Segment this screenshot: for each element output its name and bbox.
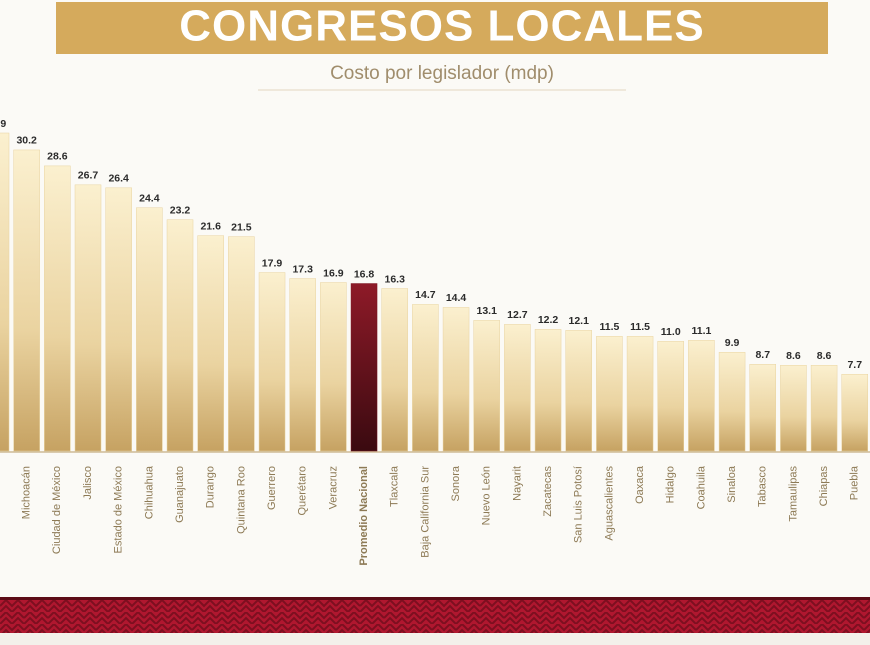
bar: [381, 288, 408, 452]
value-label: 28.6: [47, 151, 68, 163]
decor-edge: [0, 597, 870, 600]
value-label: 12.1: [569, 315, 590, 327]
chart-subtitle: Costo por legislador (mdp): [330, 63, 554, 84]
bar: [657, 341, 684, 452]
x-tick-label: Durango: [205, 466, 217, 508]
value-label: 23.2: [170, 205, 191, 217]
x-tick-label: Ciudad de México: [51, 466, 63, 554]
value-label: 26.4: [108, 173, 129, 185]
value-label: 11.1: [691, 325, 711, 337]
bar: [289, 278, 316, 452]
x-tick-label: Tlaxcala: [389, 465, 401, 507]
value-label: 17.3: [292, 263, 313, 275]
bar: [0, 132, 10, 452]
x-tick-label: Tabasco: [757, 466, 769, 507]
bar: [718, 352, 746, 452]
value-label: 14.7: [415, 289, 436, 301]
x-tick-label: Jalisco: [82, 466, 94, 500]
value-label: 11.0: [661, 326, 681, 338]
x-tick-label: Michoacán: [21, 466, 33, 519]
value-label: 9.9: [725, 337, 740, 349]
bar: [749, 364, 776, 452]
x-tick-label: Sinaloa: [726, 465, 738, 503]
x-tick-label: Estado de México: [113, 466, 125, 553]
bar: [350, 283, 378, 452]
bar: [412, 304, 439, 452]
value-label: 11.5: [630, 321, 650, 333]
bar: [13, 149, 40, 452]
x-tick-label: Veracruz: [327, 466, 339, 509]
x-tick-label: Baja California Sur: [419, 466, 431, 558]
bar: [74, 184, 102, 452]
x-tick-label: Guerrero: [266, 466, 278, 510]
x-tick-label: Oaxaca: [634, 465, 646, 504]
bar: [105, 187, 132, 452]
bar: [534, 329, 562, 452]
value-label: 7.7: [847, 359, 862, 371]
x-tick-label: San Luis Potosí: [573, 466, 585, 543]
chart-title: CONGRESOS LOCALES: [179, 2, 705, 51]
decor-band: [0, 597, 870, 633]
value-label: 8.6: [786, 350, 801, 362]
bar: [136, 207, 163, 452]
x-tick-label: Promedio Nacional: [358, 466, 370, 566]
x-tick-label: Nuevo León: [481, 466, 493, 525]
bar: [688, 340, 715, 452]
title-band: [56, 2, 828, 54]
value-label: 12.7: [507, 309, 528, 321]
value-label: 16.3: [384, 273, 405, 285]
bar: [504, 324, 531, 452]
x-tick-label: Hidalgo: [665, 466, 677, 503]
value-label: 17.9: [262, 257, 283, 269]
x-tick-label: Chihuahua: [143, 465, 155, 519]
x-tick-label: Tamaulipas: [787, 466, 799, 522]
value-label: 21.6: [200, 220, 221, 232]
value-label: 24.4: [139, 193, 160, 205]
value-label: 14.4: [446, 292, 467, 304]
x-tick-label: Quintana Roo: [235, 466, 247, 534]
value-label: 8.6: [817, 350, 832, 362]
value-label: 26.7: [78, 170, 99, 182]
bar: [596, 336, 623, 452]
value-label: 8.7: [755, 349, 770, 361]
x-tick-label: Zacatecas: [542, 466, 554, 517]
x-tick-label: Sonora: [450, 465, 462, 501]
bar: [166, 219, 194, 452]
bar: [841, 373, 869, 452]
x-tick-label: Querétaro: [297, 466, 309, 516]
bar: [228, 236, 255, 452]
value-label: 31.9: [0, 118, 6, 130]
bar: [320, 282, 347, 452]
value-label: 12.2: [538, 314, 559, 326]
bar: [473, 320, 500, 452]
bar: [44, 165, 71, 452]
x-tick-label: Chiapas: [818, 466, 830, 507]
bar: [565, 330, 592, 452]
value-label: 21.5: [231, 221, 252, 233]
value-label: 16.8: [354, 268, 375, 280]
plot: 31.9 30.2 Michoacán 28.6 Ciudad de México 26.…: [0, 118, 869, 566]
x-tick-label: Aguascalientes: [603, 466, 615, 541]
x-tick-label: Nayarit: [511, 466, 523, 501]
bar: [626, 336, 654, 452]
bar: [780, 365, 807, 452]
bar: [197, 235, 224, 452]
bar: [810, 365, 838, 452]
x-tick-label: Coahuila: [695, 465, 707, 509]
x-tick-label: Guanajuato: [174, 466, 186, 523]
bar: [442, 307, 470, 452]
value-label: 30.2: [16, 135, 37, 147]
bar: [258, 272, 286, 452]
value-label: 13.1: [477, 305, 498, 317]
x-tick-label: Puebla: [849, 465, 861, 500]
footer: [0, 633, 870, 645]
value-label: 16.9: [323, 267, 344, 279]
value-label: 11.5: [599, 321, 619, 333]
